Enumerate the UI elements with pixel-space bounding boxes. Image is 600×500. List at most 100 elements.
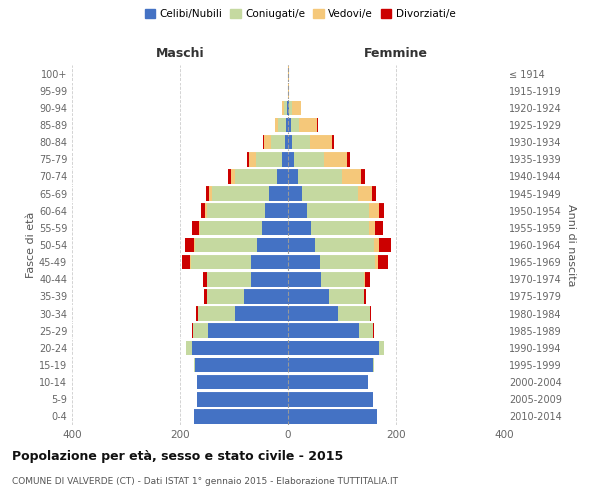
Bar [194,238,257,252]
Bar [288,84,289,98]
Bar [370,306,371,321]
Bar [342,169,361,184]
Bar [265,204,288,218]
Bar [185,238,193,252]
Bar [264,135,271,150]
Bar [228,169,231,184]
Bar [329,289,364,304]
Bar [288,100,289,115]
Text: Femmine: Femmine [364,47,428,60]
Bar [256,152,281,166]
Bar [307,204,369,218]
Bar [288,375,368,390]
Bar [212,186,269,201]
Bar [369,204,379,218]
Bar [332,135,334,150]
Bar [196,306,199,321]
Bar [365,272,370,286]
Bar [372,186,376,201]
Bar [288,238,315,252]
Bar [288,152,295,166]
Bar [201,204,205,218]
Bar [288,255,320,270]
Bar [208,324,288,338]
Bar [247,152,249,166]
Bar [292,100,301,115]
Bar [288,135,292,150]
Y-axis label: Anni di nascita: Anni di nascita [566,204,575,286]
Bar [203,272,207,286]
Bar [379,340,384,355]
Bar [199,306,235,321]
Bar [299,118,317,132]
Bar [320,255,376,270]
Bar [192,340,288,355]
Bar [376,255,377,270]
Text: COMUNE DI VALVERDE (CT) - Dati ISTAT 1° gennaio 2015 - Elaborazione TUTTITALIA.I: COMUNE DI VALVERDE (CT) - Dati ISTAT 1° … [12,478,398,486]
Bar [286,118,288,132]
Bar [288,324,359,338]
Bar [193,324,208,338]
Bar [231,169,235,184]
Bar [295,152,324,166]
Bar [288,118,290,132]
Bar [207,289,244,304]
Bar [251,272,288,286]
Text: Popolazione per età, sesso e stato civile - 2015: Popolazione per età, sesso e stato civil… [12,450,343,463]
Bar [364,289,366,304]
Bar [257,238,288,252]
Legend: Celibi/Nubili, Coniugati/e, Vedovi/e, Divorziati/e: Celibi/Nubili, Coniugati/e, Vedovi/e, Di… [140,5,460,24]
Bar [191,255,251,270]
Bar [373,358,374,372]
Bar [281,100,284,115]
Bar [377,255,388,270]
Bar [376,220,383,235]
Bar [288,272,322,286]
Bar [324,152,347,166]
Bar [197,375,288,390]
Bar [369,220,376,235]
Bar [249,152,256,166]
Bar [288,169,298,184]
Bar [289,100,292,115]
Bar [193,409,288,424]
Bar [285,135,288,150]
Bar [302,186,358,201]
Bar [235,169,277,184]
Bar [288,306,338,321]
Bar [206,186,209,201]
Bar [275,118,278,132]
Bar [195,358,288,372]
Bar [207,204,265,218]
Bar [288,186,302,201]
Bar [292,135,310,150]
Bar [182,255,190,270]
Bar [269,186,288,201]
Bar [262,220,288,235]
Bar [379,238,391,252]
Bar [373,324,374,338]
Bar [311,220,369,235]
Bar [347,152,350,166]
Bar [281,152,288,166]
Bar [204,289,207,304]
Bar [288,220,311,235]
Bar [284,100,287,115]
Bar [244,289,288,304]
Bar [338,306,370,321]
Bar [288,358,373,372]
Bar [359,324,373,338]
Bar [358,186,372,201]
Bar [287,100,288,115]
Bar [288,66,289,81]
Bar [315,238,374,252]
Bar [207,272,251,286]
Bar [199,220,200,235]
Bar [200,220,262,235]
Bar [288,340,379,355]
Bar [235,306,288,321]
Bar [194,358,195,372]
Y-axis label: Fasce di età: Fasce di età [26,212,36,278]
Bar [310,135,332,150]
Bar [288,409,377,424]
